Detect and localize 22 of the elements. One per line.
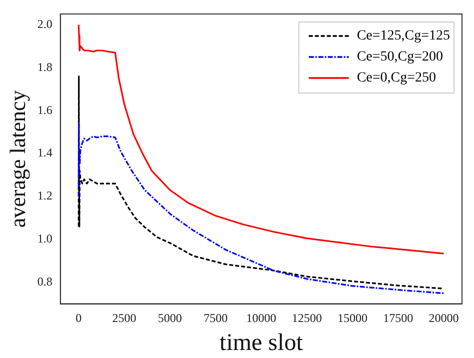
legend-label: Ce=50,Cg=200 (356, 50, 444, 65)
x-tick-label: 10000 (246, 311, 276, 326)
y-tick-label: 1.6 (37, 102, 52, 117)
x-tick-label: 15000 (337, 311, 368, 326)
legend-label: Ce=0,Cg=250 (356, 70, 436, 86)
y-axis-title: average latency (4, 90, 30, 228)
y-tick-label: 2.0 (37, 16, 52, 31)
legend-label: Ce=125,Cg=125 (356, 28, 450, 44)
y-tick-label: 1.2 (37, 188, 52, 203)
x-axis-title: time slot (220, 330, 304, 356)
x-tick-label: 2500 (112, 311, 136, 326)
line-series (78, 120, 445, 294)
y-tick-label: 1.4 (37, 146, 52, 160)
y-tick-label: 0.8 (37, 274, 52, 288)
x-tick-label: 7500 (204, 311, 228, 326)
x-tick-label: 12500 (292, 311, 322, 326)
x-tick-label: 17500 (383, 311, 414, 326)
y-tick-label: 1.0 (37, 232, 52, 246)
x-tick-label: 5000 (158, 311, 182, 326)
y-tick-label: 1.8 (37, 60, 52, 74)
x-tick-label: 0 (76, 311, 82, 326)
x-tick-label: 20000 (428, 311, 459, 326)
